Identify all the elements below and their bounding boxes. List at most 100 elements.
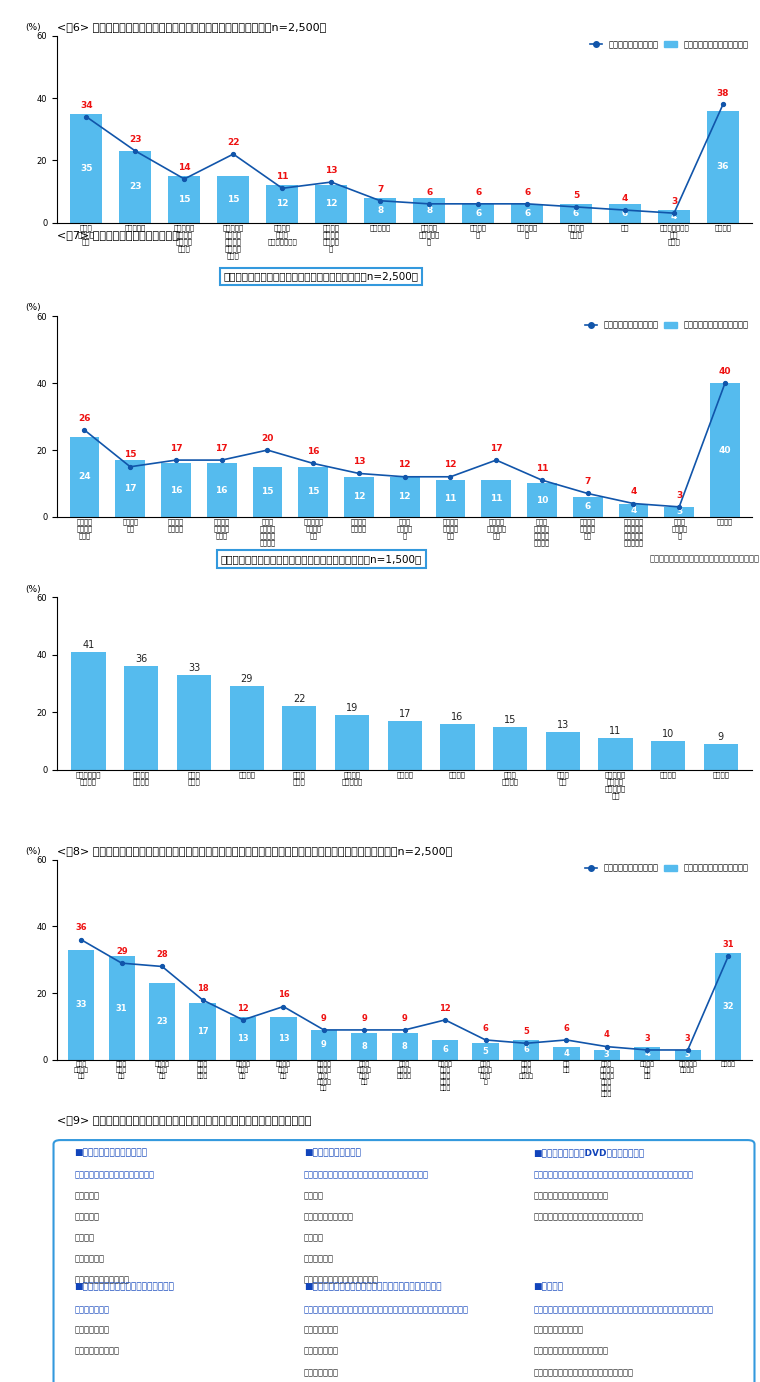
Text: 10: 10: [536, 496, 548, 504]
Text: 体重管理・ダイエット: 体重管理・ダイエット: [304, 1212, 354, 1222]
Text: 運動不足解消、（落ちた）筋肉の強化、引き締まった体形を維持するため: 運動不足解消、（落ちた）筋肉の強化、引き締まった体形を維持するため: [304, 1305, 469, 1314]
Text: 食生活で意識的に取り入れたことの目的（複数回答：n=1,500）: 食生活で意識的に取り入れたことの目的（複数回答：n=1,500）: [220, 554, 422, 564]
Bar: [432, 1041, 458, 1060]
Text: 12: 12: [439, 1003, 451, 1013]
Text: レッスンに行けないから、好きな時間に家ででき、個人指導を受けたい: レッスンに行けないから、好きな時間に家ででき、個人指導を受けたい: [534, 1171, 693, 1180]
Bar: [109, 956, 135, 1060]
Bar: [266, 185, 298, 223]
Bar: [169, 176, 200, 223]
Bar: [217, 176, 249, 223]
Text: 34: 34: [80, 101, 93, 111]
Bar: [435, 480, 465, 517]
Text: 11: 11: [444, 493, 457, 503]
Text: 8: 8: [377, 206, 383, 214]
Bar: [598, 738, 632, 770]
Text: 睡眠の質の向上、育児や親の介護で睡眠時間が絵切れないので求めい、眠れない: 睡眠の質の向上、育児や親の介護で睡眠時間が絵切れないので求めい、眠れない: [534, 1305, 714, 1314]
Text: 33: 33: [75, 1001, 87, 1009]
Text: 6: 6: [622, 209, 629, 218]
Text: 40: 40: [719, 368, 731, 376]
Text: 28: 28: [157, 951, 168, 959]
Text: 41: 41: [83, 640, 95, 650]
Text: 13: 13: [237, 1034, 249, 1043]
Text: 36: 36: [717, 162, 730, 171]
Text: 9: 9: [362, 1013, 367, 1023]
Text: 40: 40: [719, 445, 731, 455]
Text: 16: 16: [169, 485, 182, 495]
Text: 3: 3: [676, 507, 682, 517]
Text: 6: 6: [584, 502, 591, 511]
Bar: [282, 706, 316, 770]
Text: 15: 15: [261, 488, 274, 496]
Text: 11: 11: [490, 493, 502, 503]
Text: 6: 6: [523, 1045, 529, 1054]
Text: 33: 33: [188, 663, 200, 673]
Bar: [675, 1050, 701, 1060]
Y-axis label: (%): (%): [25, 304, 40, 312]
Bar: [299, 467, 328, 517]
Bar: [658, 210, 690, 223]
Text: ■スマートウォッチ、アップルウォッチ: ■スマートウォッチ、アップルウォッチ: [74, 1282, 174, 1292]
Bar: [149, 983, 176, 1060]
Text: 3: 3: [676, 491, 682, 499]
Text: 23: 23: [157, 1017, 168, 1025]
Text: <囶9> 健康維持や改善のために欲しいもの（自由回答）　＊特徴的な意見を抜粋: <囶9> 健康維持や改善のために欲しいもの（自由回答） ＊特徴的な意見を抜粋: [57, 1115, 312, 1125]
Bar: [116, 460, 145, 517]
Bar: [594, 1050, 620, 1060]
Text: 16: 16: [277, 991, 290, 999]
Bar: [440, 724, 474, 770]
Legend: 現在取り入れていること, 今後、強化していきたいこと: 現在取り入れていること, 今後、強化していきたいこと: [585, 864, 749, 873]
Bar: [527, 484, 557, 517]
Bar: [634, 1046, 660, 1060]
Text: ■サプリメント・プロテイン: ■サプリメント・プロテイン: [74, 1148, 147, 1157]
Text: 免疫力アップ: 免疫力アップ: [74, 1255, 104, 1263]
Text: 3: 3: [644, 1034, 650, 1042]
Text: 心拍数、血糖値: 心拍数、血糖値: [74, 1325, 109, 1335]
Text: 11: 11: [536, 464, 548, 473]
Text: 31: 31: [116, 1003, 128, 1013]
Text: 3: 3: [671, 198, 677, 206]
Text: 6: 6: [426, 188, 432, 198]
Text: 食生活で意識的に取り入れていること（複数回答：n=2,500）: 食生活で意識的に取り入れていること（複数回答：n=2,500）: [223, 271, 419, 282]
Text: 8: 8: [426, 206, 432, 214]
Text: 6: 6: [475, 209, 481, 218]
Bar: [664, 507, 694, 517]
Text: 12: 12: [325, 199, 337, 209]
Text: 20: 20: [261, 434, 274, 442]
Text: <囶6> 健康管理や体調改善のために行なっていること（複数回答：n=2,500）: <囶6> 健康管理や体調改善のために行なっていること（複数回答：n=2,500）: [57, 22, 326, 32]
Bar: [230, 1017, 256, 1060]
Bar: [573, 498, 603, 517]
Text: 16: 16: [307, 448, 319, 456]
Bar: [710, 383, 739, 517]
Text: 血圧降下: 血圧降下: [74, 1234, 94, 1242]
Text: 3: 3: [685, 1034, 691, 1042]
Bar: [715, 954, 741, 1060]
Text: ■健康に関するアプリ: ■健康に関するアプリ: [304, 1148, 361, 1157]
FancyBboxPatch shape: [53, 1140, 755, 1382]
Bar: [513, 1041, 539, 1060]
Bar: [390, 477, 420, 517]
Bar: [481, 480, 511, 517]
Text: ダイエット: ダイエット: [74, 1191, 100, 1200]
Text: 5: 5: [483, 1048, 489, 1056]
Text: 健康管理のため: 健康管理のため: [74, 1305, 109, 1314]
Text: 15: 15: [124, 451, 137, 459]
Text: リモートパーソナル、おうちトレーニング　など: リモートパーソナル、おうちトレーニング など: [534, 1212, 644, 1222]
Bar: [71, 113, 103, 223]
Text: 短時間睡眠でもぐっすり眠れるアイテムなど: 短時間睡眠でもぐっすり眠れるアイテムなど: [534, 1368, 633, 1376]
Text: 12: 12: [398, 460, 411, 470]
Text: 血圧など精密な測定: 血圧など精密な測定: [74, 1347, 119, 1356]
Text: ＊食生活で「意識的に取り入れている人」ベース: ＊食生活で「意識的に取り入れている人」ベース: [649, 554, 759, 564]
Text: 14: 14: [178, 163, 191, 173]
Text: 8: 8: [362, 1042, 367, 1052]
Text: 12: 12: [398, 492, 411, 502]
Bar: [511, 205, 543, 223]
Bar: [311, 1030, 337, 1060]
Text: 6: 6: [483, 1024, 489, 1032]
Bar: [119, 151, 151, 223]
Bar: [413, 198, 445, 223]
Text: 11: 11: [610, 726, 622, 737]
Text: 10: 10: [662, 728, 674, 739]
Text: 26: 26: [78, 413, 90, 423]
Text: 6: 6: [442, 1045, 448, 1054]
Text: 12: 12: [444, 460, 457, 470]
